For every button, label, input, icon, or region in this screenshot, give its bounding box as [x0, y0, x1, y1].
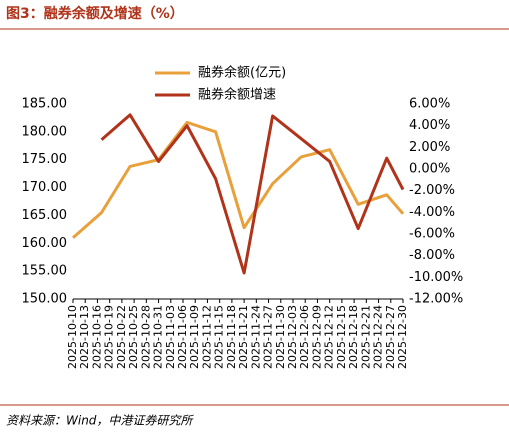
- x-tick-label: 2025-10-31: [152, 305, 165, 369]
- y-tick-label: 185.00: [22, 97, 68, 112]
- x-tick-label: 2025-11-09: [188, 305, 201, 369]
- x-tick-label: 2025-12-21: [359, 305, 372, 369]
- y-tick-label: 155.00: [22, 264, 68, 279]
- legend-label: 融券余额增速: [198, 87, 276, 103]
- x-tick-label: 2025-10-22: [115, 305, 128, 369]
- source-note: 资料来源：Wind，中港证券研究所: [6, 414, 194, 428]
- x-tick-label: 2025-12-30: [396, 305, 409, 369]
- y-tick-label: 175.00: [22, 152, 68, 167]
- y-tick-label: 160.00: [22, 236, 68, 251]
- x-tick-label: 2025-11-21: [237, 305, 250, 369]
- x-tick-label: 2025-10-10: [66, 305, 79, 369]
- x-tick-label: 2025-12-09: [310, 305, 323, 369]
- y-tick-label: 165.00: [22, 208, 68, 223]
- x-tick-label: 2025-11-03: [164, 305, 177, 369]
- x-tick-label: 2025-10-25: [127, 305, 140, 369]
- y2-tick-label: 6.00%: [409, 97, 450, 112]
- legend-label: 融券余额(亿元): [198, 65, 286, 81]
- y2-tick-label: -6.00%: [409, 227, 455, 242]
- y-tick-label: 170.00: [22, 180, 68, 195]
- y2-tick-label: -8.00%: [409, 248, 455, 263]
- y2-tick-label: 4.00%: [409, 118, 450, 133]
- x-tick-label: 2025-12-27: [384, 305, 397, 369]
- y2-tick-label: -4.00%: [409, 205, 455, 220]
- x-tick-label: 2025-12-18: [347, 305, 360, 369]
- x-tick-label: 2025-11-30: [274, 305, 287, 369]
- x-tick-label: 2025-10-16: [90, 305, 103, 369]
- y-tick-label: 180.00: [22, 124, 68, 139]
- x-tick-label: 2025-12-12: [323, 305, 336, 369]
- x-tick-label: 2025-12-06: [298, 305, 311, 369]
- y2-tick-label: 2.00%: [409, 140, 450, 155]
- x-tick-label: 2025-12-24: [372, 305, 385, 369]
- x-tick-label: 2025-11-27: [262, 305, 275, 369]
- chart-title: 图3：融券余额及增速（%）: [6, 5, 184, 22]
- x-tick-label: 2025-11-06: [176, 305, 189, 369]
- x-tick-label: 2025-10-28: [139, 305, 152, 369]
- x-tick-label: 2025-10-19: [103, 305, 116, 369]
- x-tick-label: 2025-10-13: [78, 305, 91, 369]
- y2-tick-label: -2.00%: [409, 183, 455, 198]
- y-tick-label: 150.00: [22, 292, 68, 307]
- x-tick-label: 2025-11-24: [249, 305, 262, 369]
- y2-tick-label: -10.00%: [409, 270, 463, 285]
- x-tick-label: 2025-11-12: [200, 305, 213, 369]
- data-line: [72, 120, 405, 239]
- x-tick-label: 2025-12-15: [335, 305, 348, 369]
- x-tick-label: 2025-12-03: [286, 305, 299, 369]
- x-tick-label: 2025-11-15: [213, 305, 226, 369]
- data-line: [100, 113, 405, 275]
- y2-tick-label: -12.00%: [409, 292, 463, 307]
- x-tick-label: 2025-11-18: [225, 305, 238, 369]
- y2-tick-label: 0.00%: [409, 162, 450, 177]
